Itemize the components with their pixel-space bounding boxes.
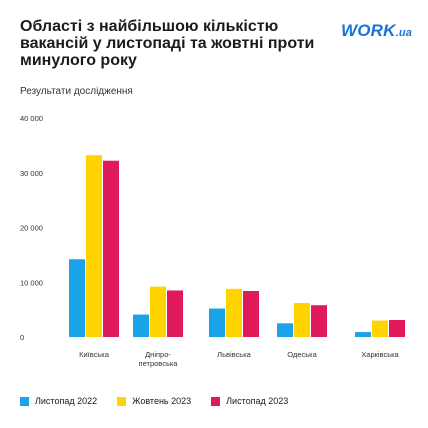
y-tick-label: 40 000 bbox=[20, 114, 43, 123]
bar bbox=[167, 290, 183, 337]
x-tick-label: Київська bbox=[79, 350, 110, 359]
x-tick-label: петровська bbox=[139, 359, 179, 368]
y-tick-label: 10 000 bbox=[20, 278, 43, 287]
bar-chart: 0 10 000 20 000 30 000 40 000 Київська Дніпро… bbox=[20, 114, 405, 368]
bar bbox=[69, 259, 85, 337]
bar bbox=[294, 303, 310, 337]
logo-main-text: WORK bbox=[341, 21, 396, 40]
bar bbox=[277, 323, 293, 337]
bar bbox=[389, 320, 405, 337]
chart-subtitle: Результати дослідження bbox=[20, 86, 133, 97]
legend: Листопад 2022 Жовтень 2023 Листопад 2023 bbox=[20, 396, 288, 406]
legend-label-oct-2023: Жовтень 2023 bbox=[132, 396, 192, 406]
bar bbox=[372, 320, 388, 337]
legend-item-oct-2023: Жовтень 2023 bbox=[117, 396, 191, 406]
legend-item-nov-2022: Листопад 2022 bbox=[20, 396, 97, 406]
legend-swatch-nov-2023 bbox=[211, 396, 221, 406]
legend-label-nov-2023: Листопад 2023 bbox=[226, 396, 289, 406]
y-axis: 0 10 000 20 000 30 000 40 000 bbox=[20, 114, 43, 342]
y-tick-label: 0 bbox=[20, 333, 24, 342]
legend-item-nov-2023: Листопад 2023 bbox=[211, 396, 288, 406]
x-axis: Київська Дніпро-петровська Львівська Одеськ… bbox=[79, 350, 399, 368]
bars-group bbox=[69, 155, 405, 337]
bar bbox=[133, 314, 149, 337]
bar bbox=[86, 155, 102, 337]
legend-swatch-nov-2022 bbox=[20, 396, 29, 406]
bar bbox=[209, 308, 225, 337]
legend-swatch-oct-2023 bbox=[117, 396, 127, 406]
legend-label-nov-2022: Листопад 2022 bbox=[35, 396, 98, 406]
chart-title: Області з найбільшою кількістю вакансій … bbox=[20, 18, 315, 69]
bar bbox=[226, 288, 242, 337]
y-tick-label: 20 000 bbox=[20, 224, 43, 233]
bar bbox=[311, 305, 327, 337]
x-tick-label: Львівська bbox=[217, 350, 251, 359]
x-tick-label: Дніпро- bbox=[145, 350, 171, 359]
bar bbox=[243, 291, 259, 337]
x-tick-label: Одеська bbox=[287, 350, 317, 359]
bar bbox=[355, 332, 371, 337]
y-tick-label: 30 000 bbox=[20, 169, 43, 178]
bar bbox=[103, 160, 119, 337]
work-ua-logo: WORK.ua bbox=[341, 21, 412, 41]
logo-suffix-text: .ua bbox=[395, 27, 413, 39]
bar bbox=[150, 286, 166, 337]
x-tick-label: Харківська bbox=[361, 350, 399, 359]
